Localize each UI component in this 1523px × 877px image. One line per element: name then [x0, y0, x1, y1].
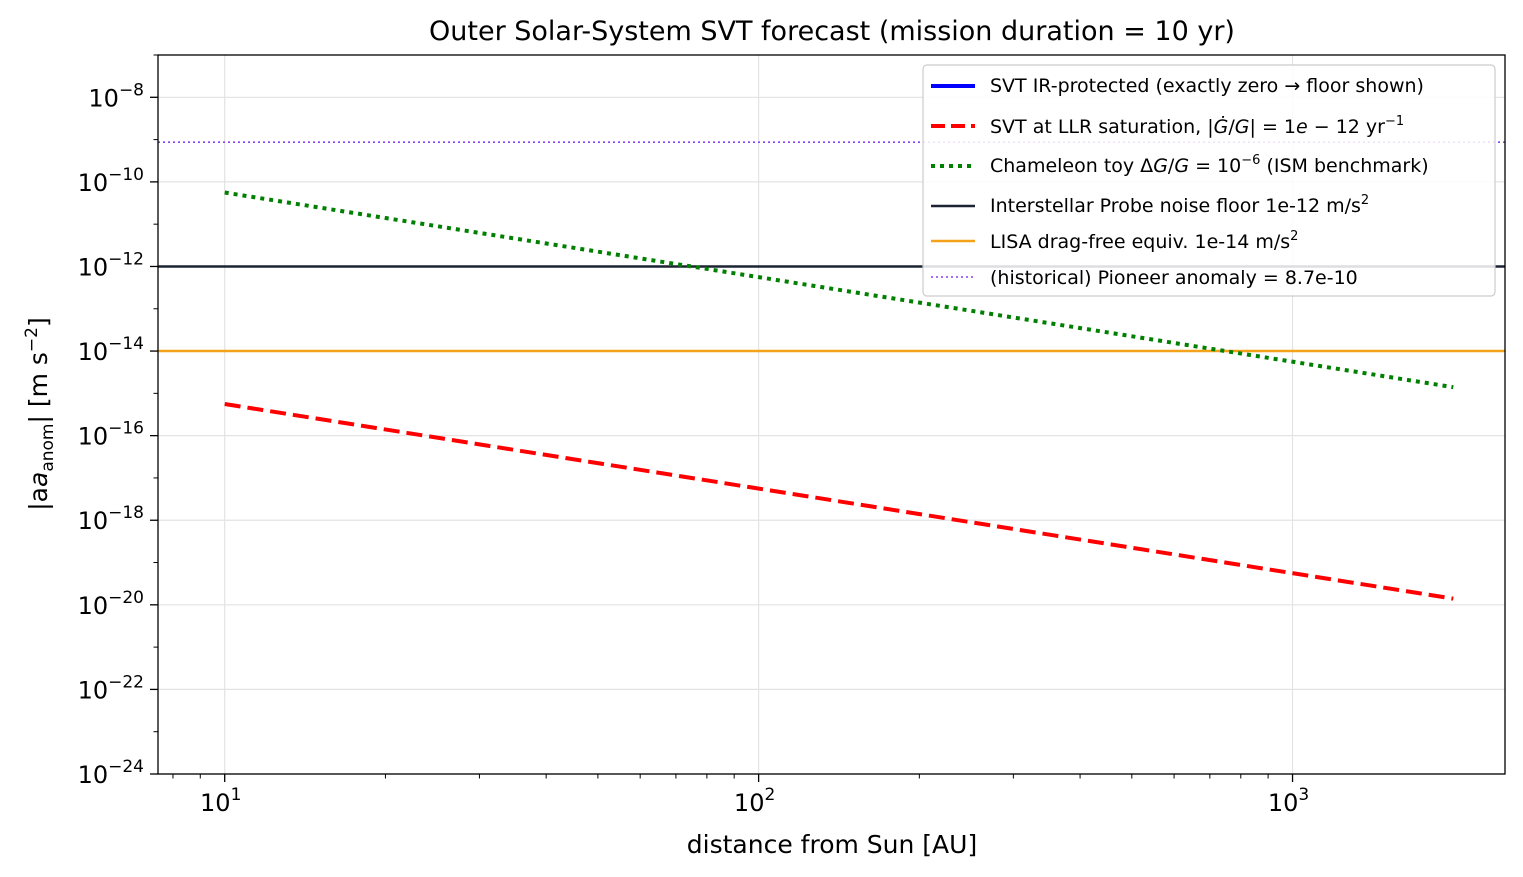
series-lines [224, 190, 1454, 601]
y-label-pre: |a [24, 487, 53, 511]
series-line-1 [224, 402, 1454, 601]
y-axis-ticks: 10−8 10−10 10−12 10−14 10−16 10−18 10−20 10−22 1… [78, 54, 158, 789]
legend-label-interstellar: Interstellar Probe noise floor 1e-12 m/s… [990, 193, 1369, 217]
y-label-post: | [m s [24, 352, 53, 423]
y-axis-label: |aaanom| [m s−2] [22, 317, 58, 511]
y-tick-label: 10−20 [78, 588, 144, 620]
x-tick-label: 103 [1268, 785, 1309, 817]
y-tick-label: 10−8 [88, 80, 144, 112]
series-line-2 [224, 190, 1454, 390]
y-tick-label: 10−16 [78, 419, 144, 451]
y-label-sup: −2 [22, 327, 42, 352]
y-tick-label: 10−10 [78, 165, 144, 197]
legend-label-lisa: LISA drag-free equiv. 1e-14 m/s2 [990, 229, 1298, 253]
x-tick-label: 102 [734, 785, 775, 817]
x-axis-ticks: 101 102 103 [172, 774, 1309, 817]
x-axis-label: distance from Sun [AU] [687, 830, 977, 859]
legend-box [922, 64, 1496, 297]
legend-label-svt-ir: SVT IR-protected (exactly zero → floor s… [990, 75, 1424, 97]
legend-label-chameleon: Chameleon toy ΔG/G = 10−6 (ISM benchmark… [990, 153, 1429, 177]
chart-title: Outer Solar-System SVT forecast (mission… [429, 16, 1235, 47]
y-label-sub: anom [38, 424, 58, 472]
x-tick-label: 101 [200, 785, 241, 817]
y-tick-label: 10−24 [78, 757, 144, 789]
y-tick-label: 10−14 [78, 334, 144, 366]
legend: SVT IR-protected (exactly zero → floor s… [922, 64, 1496, 297]
y-label-end: ] [24, 317, 53, 327]
plot-frame [157, 54, 1506, 775]
y-label-a: a [24, 472, 53, 487]
legend-label-svt-llr: SVT at LLR saturation, |Ġ/G| = 1e − 12 y… [990, 114, 1404, 138]
legend-label-pioneer: (historical) Pioneer anomaly = 8.7e-10 [990, 267, 1358, 289]
y-tick-label: 10−22 [78, 672, 144, 704]
y-tick-label: 10−18 [78, 503, 144, 535]
y-tick-label: 10−12 [78, 249, 144, 281]
